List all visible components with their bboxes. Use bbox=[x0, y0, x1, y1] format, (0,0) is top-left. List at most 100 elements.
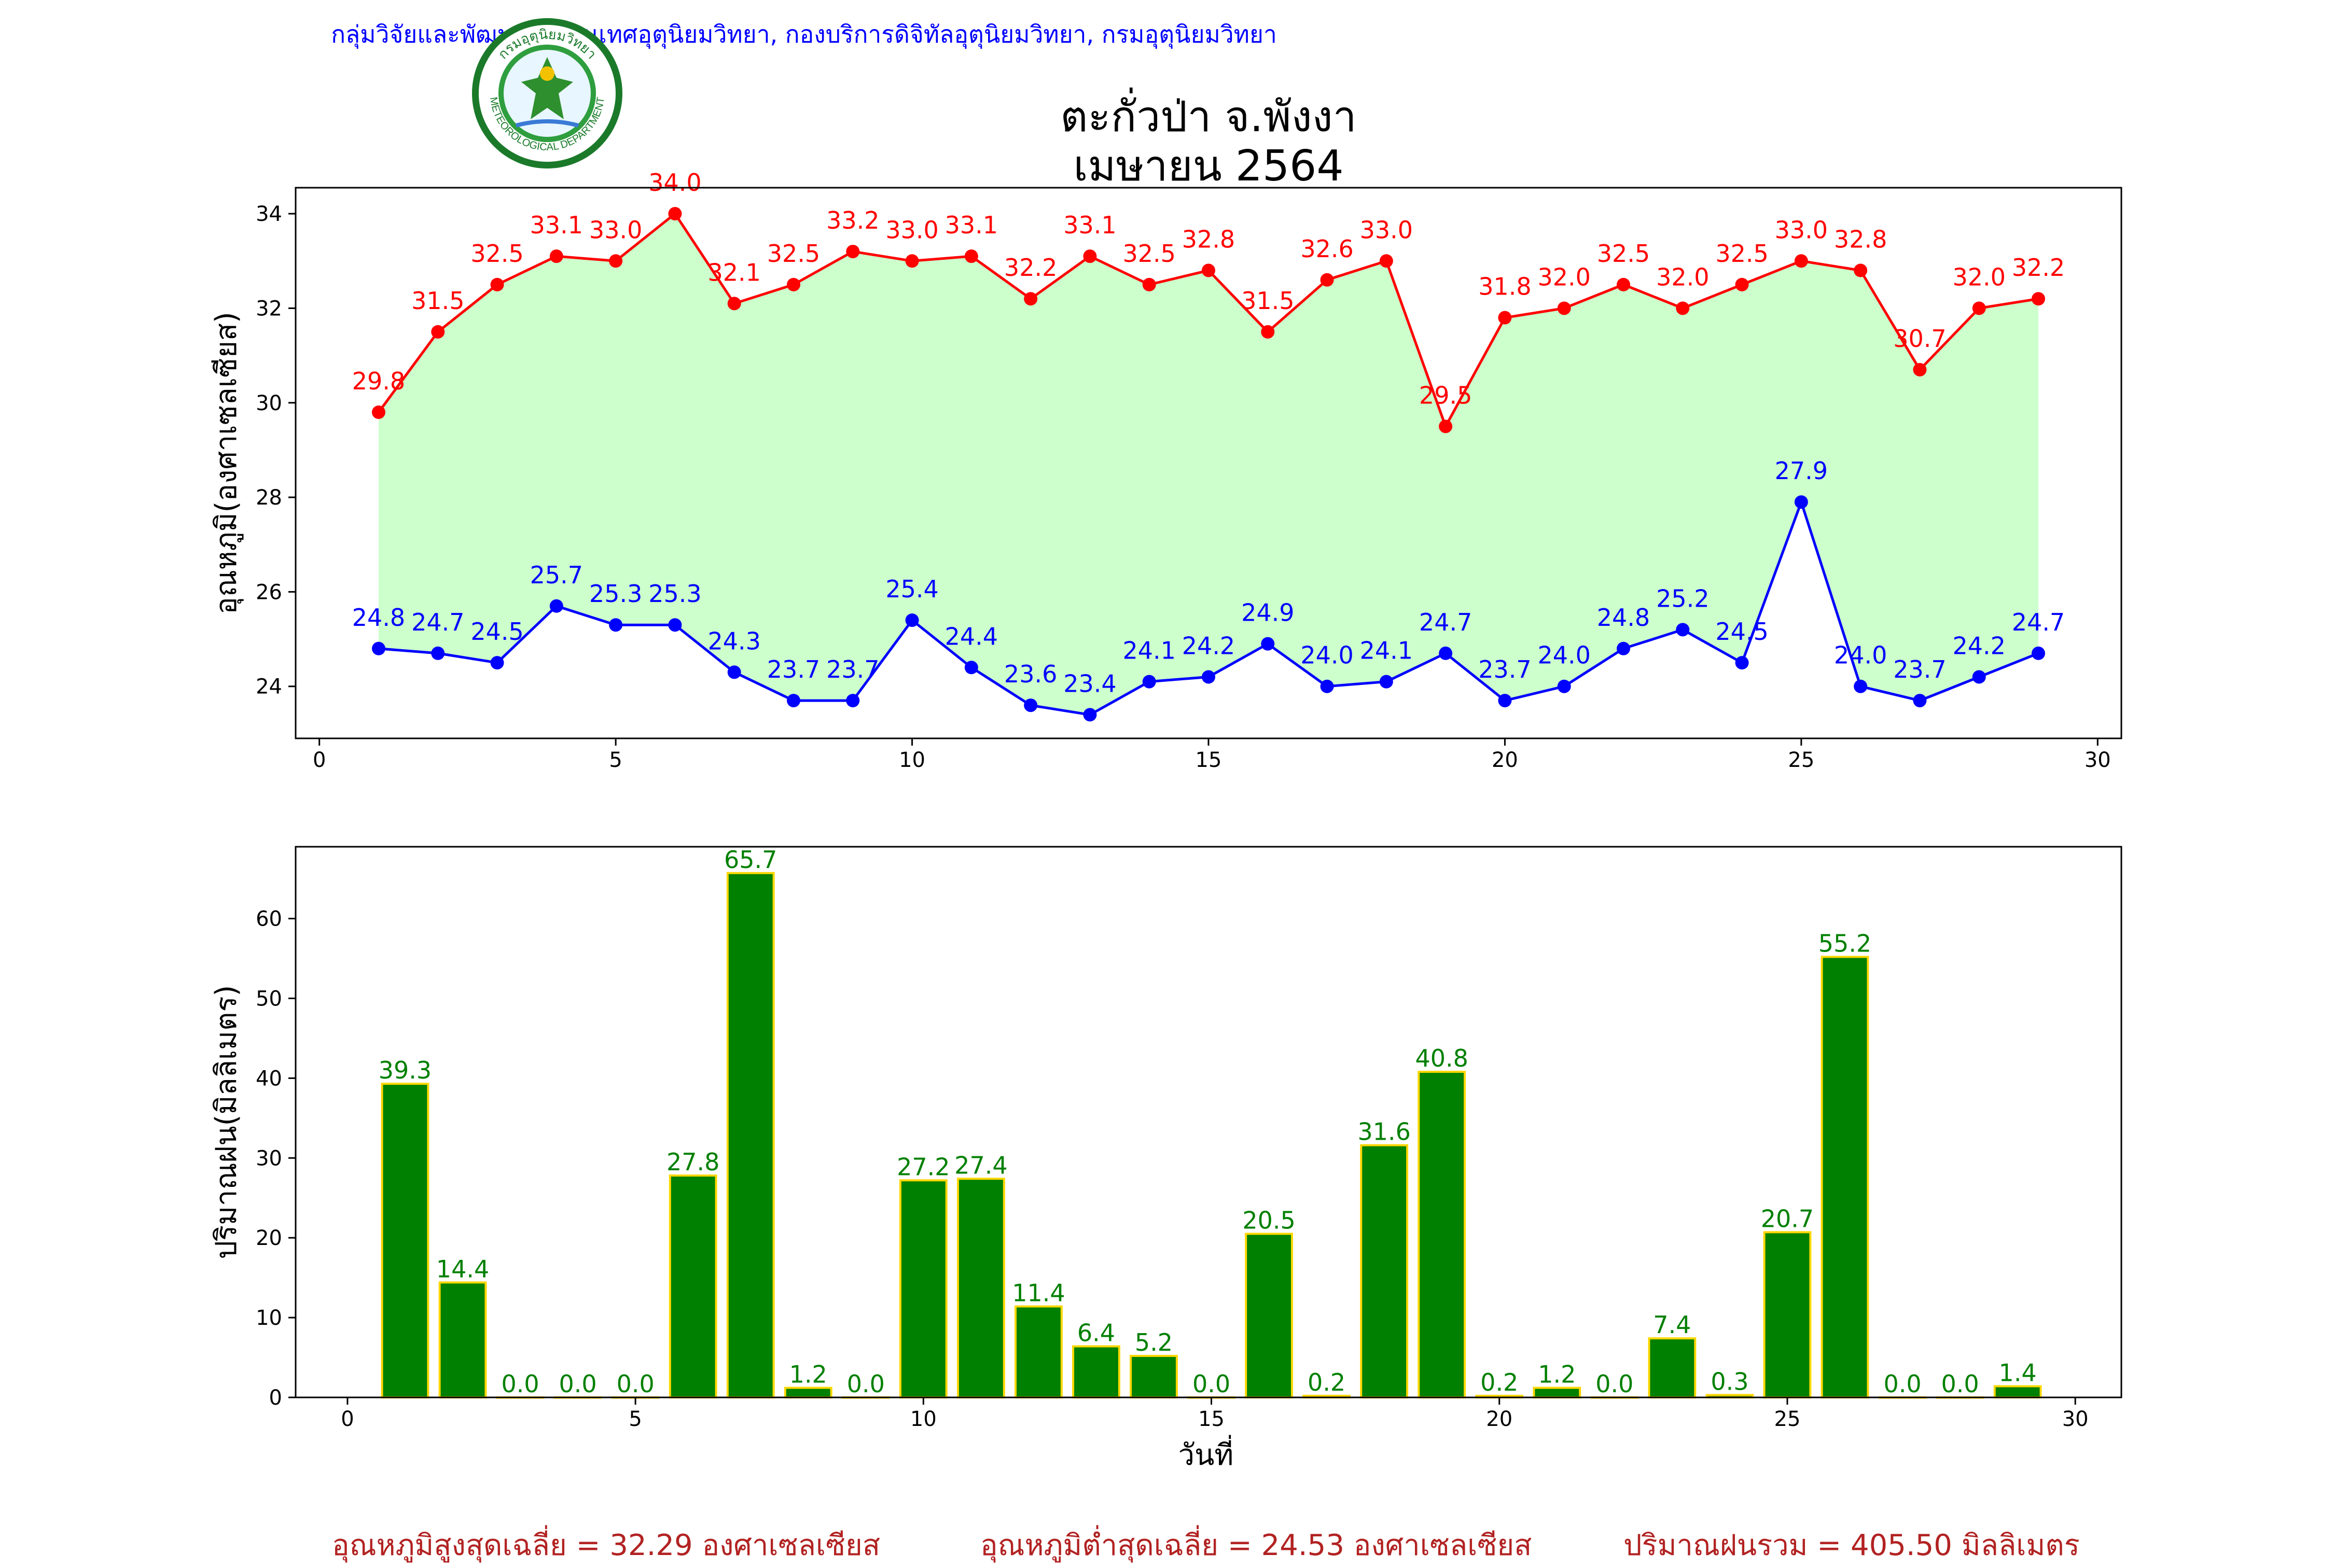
total-rainfall: ปริมาณฝนรวม = 405.50 มิลลิเมตร bbox=[1623, 1529, 2080, 1562]
min-temperature-label: 25.3 bbox=[589, 580, 642, 608]
max-temperature-label: 33.1 bbox=[530, 211, 583, 239]
min-temperature-point bbox=[1320, 679, 1334, 693]
min-temperature-label: 24.7 bbox=[1419, 608, 1472, 636]
max-temperature-label: 32.8 bbox=[1182, 226, 1235, 254]
rainfall-label: 0.0 bbox=[1192, 1370, 1230, 1398]
min-temperature-point bbox=[1972, 670, 1986, 684]
min-temperature-label: 24.2 bbox=[1953, 632, 2006, 660]
max-temperature-label: 32.0 bbox=[1538, 263, 1591, 291]
rainfall-xtick-label: 20 bbox=[1486, 1407, 1512, 1431]
temperature-range-fill bbox=[379, 214, 2038, 715]
rainfall-label: 0.0 bbox=[847, 1370, 885, 1398]
max-temperature-point bbox=[1439, 419, 1453, 433]
max-temperature-label: 33.0 bbox=[1360, 216, 1413, 244]
temperature-plot-frame bbox=[295, 187, 2122, 739]
rainfall-label: 0.0 bbox=[1883, 1370, 1921, 1398]
max-temperature-point bbox=[1617, 277, 1630, 291]
max-temperature-label: 32.8 bbox=[1834, 226, 1887, 254]
rainfall-bar bbox=[1072, 1345, 1120, 1398]
max-temperature-point bbox=[1794, 254, 1808, 268]
min-temperature-point bbox=[2032, 646, 2045, 660]
max-temperature-label: 32.0 bbox=[1953, 263, 2006, 291]
rainfall-label: 27.2 bbox=[897, 1153, 950, 1181]
min-temperature-point bbox=[1261, 637, 1275, 651]
temperature-xtick-label: 25 bbox=[1788, 748, 1814, 772]
max-temperature-point bbox=[1024, 292, 1038, 306]
rainfall-label: 5.2 bbox=[1135, 1328, 1173, 1356]
rainfall-label: 39.3 bbox=[379, 1056, 432, 1084]
rainfall-ylabel: ปริมาณฝน(มิลลิเมตร) bbox=[210, 985, 243, 1259]
max-temperature-label: 32.6 bbox=[1300, 235, 1353, 263]
max-temperature-label: 32.5 bbox=[767, 240, 820, 268]
rainfall-bar bbox=[1418, 1071, 1466, 1398]
min-temperature-point bbox=[1854, 679, 1868, 693]
max-temperature-point bbox=[905, 254, 919, 268]
max-temperature-point bbox=[1379, 254, 1393, 268]
temperature-ylabel: อุณหภูมิ(องศาเซลเซียส) bbox=[210, 312, 244, 614]
max-temperature-point bbox=[1735, 277, 1749, 291]
min-temperature-label: 24.4 bbox=[945, 622, 998, 650]
max-temperature-label: 30.7 bbox=[1893, 325, 1946, 353]
temperature-xtick-label: 10 bbox=[899, 748, 925, 772]
rainfall-bar bbox=[1533, 1387, 1581, 1399]
rainfall-xtick-label: 25 bbox=[1774, 1407, 1801, 1431]
max-temperature-point bbox=[727, 297, 741, 311]
min-temperature-point bbox=[846, 694, 860, 708]
min-temperature-label: 24.0 bbox=[1300, 641, 1353, 669]
min-temperature-label: 25.2 bbox=[1656, 584, 1709, 612]
max-temperature-label: 32.5 bbox=[1715, 240, 1768, 268]
max-temperature-point bbox=[1854, 263, 1868, 277]
min-temperature-point bbox=[787, 694, 800, 708]
max-temperature-label: 32.1 bbox=[708, 258, 761, 286]
max-temperature-point bbox=[372, 405, 385, 419]
rainfall-label: 55.2 bbox=[1818, 929, 1871, 957]
temperature-ytick-label: 30 bbox=[256, 391, 282, 415]
max-temperature-label: 34.0 bbox=[648, 169, 701, 197]
rainfall-xlabel: วันที่ bbox=[1178, 1435, 1234, 1472]
rainfall-bar bbox=[1763, 1231, 1812, 1398]
min-temperature-point bbox=[431, 646, 445, 660]
min-temperature-label: 24.3 bbox=[708, 627, 761, 655]
max-temperature-label: 29.5 bbox=[1419, 381, 1472, 409]
min-temperature-point bbox=[1024, 698, 1038, 712]
max-temperature-point bbox=[1913, 362, 1927, 376]
temperature-xtick-label: 0 bbox=[313, 748, 326, 772]
min-temperature-point bbox=[668, 618, 682, 632]
min-temperature-label: 24.9 bbox=[1241, 599, 1294, 627]
min-temperature-point bbox=[609, 618, 623, 632]
rainfall-bar bbox=[1245, 1233, 1294, 1398]
min-temperature-label: 24.7 bbox=[411, 608, 464, 636]
min-temperature-label: 23.7 bbox=[826, 655, 879, 683]
min-temperature-label: 25.7 bbox=[530, 561, 583, 589]
footer-summary: อุณหภูมิสูงสุดเฉลี่ย = 32.29 องศาเซลเซีย… bbox=[0, 1522, 2334, 1563]
chart-title-station: ตะกั่วป่า จ.พังงา bbox=[1060, 92, 1357, 142]
rainfall-ytick-label: 10 bbox=[256, 1306, 282, 1330]
min-temperature-point bbox=[1083, 708, 1097, 722]
rainfall-bar bbox=[1821, 956, 1869, 1398]
min-temperature-label: 24.1 bbox=[1123, 637, 1176, 665]
min-temperature-label: 27.9 bbox=[1775, 457, 1828, 485]
min-temperature-label: 25.3 bbox=[648, 580, 701, 608]
max-temperature-point bbox=[1261, 325, 1275, 339]
min-temperature-label: 24.0 bbox=[1538, 641, 1591, 669]
max-temperature-point bbox=[846, 245, 860, 259]
rainfall-label: 6.4 bbox=[1077, 1319, 1115, 1347]
min-temperature-point bbox=[1379, 675, 1393, 689]
chart-title-month: เมษายน 2564 bbox=[1073, 142, 1344, 191]
min-temperature-point bbox=[964, 661, 978, 675]
rainfall-bar bbox=[1130, 1354, 1178, 1399]
rainfall-label: 0.2 bbox=[1480, 1368, 1518, 1396]
min-temperature-point bbox=[1498, 694, 1512, 708]
temperature-xtick-label: 20 bbox=[1492, 748, 1518, 772]
min-temperature-point bbox=[1794, 495, 1808, 509]
min-temperature-point bbox=[1439, 646, 1453, 660]
min-temperature-label: 24.1 bbox=[1360, 637, 1413, 665]
min-temperature-point bbox=[490, 656, 504, 670]
max-temperature-label: 33.1 bbox=[1063, 211, 1116, 239]
rainfall-bar bbox=[956, 1178, 1005, 1399]
max-temperature-point bbox=[431, 325, 445, 339]
max-temperature-point bbox=[1676, 301, 1690, 315]
rainfall-ytick-label: 40 bbox=[256, 1067, 282, 1090]
min-temperature-label: 24.7 bbox=[2012, 608, 2065, 636]
